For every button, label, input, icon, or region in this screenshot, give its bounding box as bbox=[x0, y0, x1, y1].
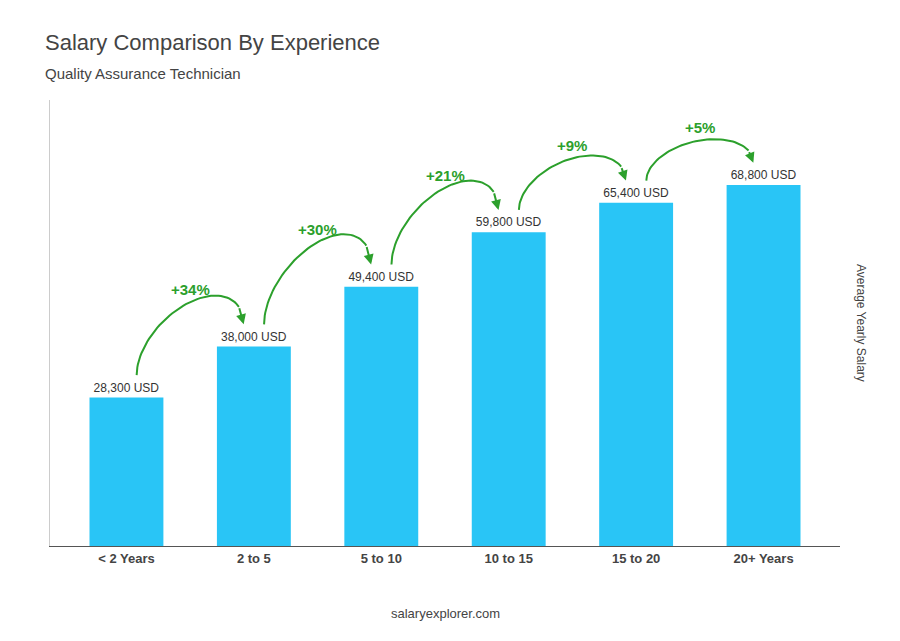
svg-text:49,400 USD: 49,400 USD bbox=[348, 270, 414, 284]
svg-text:+5%: +5% bbox=[685, 119, 715, 136]
svg-text:5 to 10: 5 to 10 bbox=[361, 551, 402, 566]
svg-text:38,000 USD: 38,000 USD bbox=[221, 330, 287, 344]
svg-text:59,800 USD: 59,800 USD bbox=[476, 215, 542, 229]
svg-text:+30%: +30% bbox=[298, 221, 337, 238]
svg-text:65,400 USD: 65,400 USD bbox=[603, 186, 669, 200]
svg-text:28,300 USD: 28,300 USD bbox=[94, 381, 160, 395]
svg-text:+34%: +34% bbox=[171, 281, 210, 298]
svg-text:salaryexplorer.com: salaryexplorer.com bbox=[391, 606, 500, 621]
svg-text:15 to 20: 15 to 20 bbox=[612, 551, 660, 566]
svg-text:+21%: +21% bbox=[426, 167, 465, 184]
svg-text:20+ Years: 20+ Years bbox=[733, 551, 793, 566]
svg-text:10 to 15: 10 to 15 bbox=[484, 551, 532, 566]
svg-text:Average Yearly Salary: Average Yearly Salary bbox=[854, 264, 868, 382]
svg-text:2 to 5: 2 to 5 bbox=[237, 551, 271, 566]
svg-text:< 2 Years: < 2 Years bbox=[98, 551, 155, 566]
svg-text:+9%: +9% bbox=[557, 137, 587, 154]
svg-text:68,800 USD: 68,800 USD bbox=[731, 168, 797, 182]
svg-text:Quality Assurance Technician: Quality Assurance Technician bbox=[45, 65, 241, 82]
svg-text:Salary Comparison By Experienc: Salary Comparison By Experience bbox=[45, 30, 380, 55]
